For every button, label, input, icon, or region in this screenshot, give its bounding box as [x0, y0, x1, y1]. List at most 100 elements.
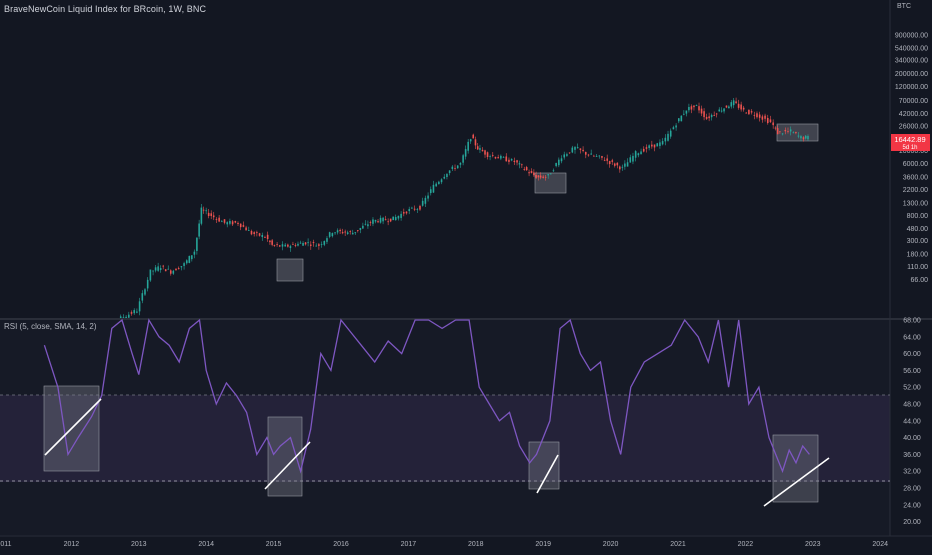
candle-body[interactable] — [685, 110, 688, 114]
candle-body[interactable] — [245, 227, 247, 231]
candle-body[interactable] — [446, 173, 448, 178]
rsi-2022-box[interactable] — [772, 434, 819, 503]
candle-body[interactable] — [568, 152, 571, 154]
candle-body[interactable] — [287, 244, 289, 247]
candle-body[interactable] — [611, 160, 614, 162]
candle-body[interactable] — [576, 147, 579, 149]
candle-body[interactable] — [416, 209, 419, 210]
candle-body[interactable] — [742, 107, 745, 110]
candle-body[interactable] — [619, 166, 621, 170]
candle-body[interactable] — [693, 105, 695, 108]
candle-body[interactable] — [351, 232, 354, 235]
candle-body[interactable] — [525, 167, 528, 171]
candle-body[interactable] — [389, 218, 392, 222]
candle-body[interactable] — [205, 210, 207, 212]
candle-body[interactable] — [653, 144, 656, 148]
candle-body[interactable] — [680, 115, 683, 122]
candle-body[interactable] — [269, 240, 271, 243]
candle-body[interactable] — [672, 127, 675, 130]
candle-body[interactable] — [149, 269, 152, 281]
candle-body[interactable] — [367, 224, 369, 227]
candle-body[interactable] — [533, 172, 535, 176]
candle-body[interactable] — [678, 118, 680, 122]
candle-body[interactable] — [640, 151, 642, 155]
candle-body[interactable] — [307, 242, 309, 244]
candle-body[interactable] — [328, 232, 331, 237]
candle-body[interactable] — [797, 135, 800, 137]
candle-body[interactable] — [769, 119, 772, 123]
candle-body[interactable] — [196, 237, 198, 251]
candle-body[interactable] — [472, 134, 475, 139]
candle-body[interactable] — [454, 168, 456, 169]
candle-body[interactable] — [710, 114, 713, 118]
candle-body[interactable] — [191, 255, 193, 260]
candle-body[interactable] — [528, 172, 530, 174]
candle-body[interactable] — [508, 159, 510, 162]
candle-body[interactable] — [608, 161, 611, 165]
candle-body[interactable] — [659, 142, 661, 146]
candle-body[interactable] — [344, 231, 346, 233]
candle-body[interactable] — [292, 243, 294, 245]
candle-body[interactable] — [606, 158, 608, 161]
candle-body[interactable] — [725, 105, 728, 108]
candle-body[interactable] — [632, 155, 634, 162]
candle-body[interactable] — [451, 166, 454, 169]
candle-body[interactable] — [566, 154, 568, 156]
candle-body[interactable] — [424, 197, 427, 204]
candle-body[interactable] — [377, 221, 379, 223]
candle-body[interactable] — [284, 244, 286, 247]
candle-body[interactable] — [624, 163, 626, 167]
candle-body[interactable] — [523, 169, 526, 170]
candle-body[interactable] — [128, 314, 130, 318]
candle-body[interactable] — [273, 245, 276, 246]
candle-body[interactable] — [175, 268, 177, 271]
candle-body[interactable] — [372, 219, 374, 224]
candle-body[interactable] — [443, 176, 446, 179]
candle-body[interactable] — [362, 225, 364, 229]
candle-body[interactable] — [510, 158, 513, 161]
candle-body[interactable] — [162, 265, 164, 267]
candle-body[interactable] — [661, 141, 664, 145]
candle-body[interactable] — [582, 149, 584, 152]
candle-body[interactable] — [579, 148, 582, 150]
candle-body[interactable] — [781, 133, 784, 135]
candle-body[interactable] — [544, 176, 547, 178]
candle-body[interactable] — [648, 145, 650, 149]
candle-body[interactable] — [516, 160, 518, 163]
candle-body[interactable] — [357, 230, 359, 231]
candle-body[interactable] — [125, 316, 127, 318]
candle-body[interactable] — [563, 154, 566, 158]
candle-body[interactable] — [776, 128, 779, 135]
candle-body[interactable] — [297, 243, 299, 246]
candle-body[interactable] — [169, 270, 172, 274]
candle-body[interactable] — [807, 136, 809, 140]
candle-body[interactable] — [271, 240, 273, 245]
candle-body[interactable] — [772, 122, 774, 126]
candle-body[interactable] — [800, 136, 802, 139]
candle-body[interactable] — [172, 270, 175, 274]
candle-body[interactable] — [397, 215, 400, 219]
candle-body[interactable] — [723, 108, 725, 112]
candle-body[interactable] — [484, 150, 486, 155]
candle-body[interactable] — [664, 137, 667, 142]
candle-body[interactable] — [382, 217, 384, 222]
candle-body[interactable] — [549, 173, 552, 175]
candle-body[interactable] — [226, 222, 229, 225]
candle-body[interactable] — [276, 244, 278, 245]
candle-body[interactable] — [703, 111, 705, 118]
candle-body[interactable] — [695, 105, 698, 106]
candle-body[interactable] — [341, 232, 344, 234]
candle-body[interactable] — [183, 263, 185, 266]
candle-body[interactable] — [613, 163, 616, 166]
candle-body[interactable] — [642, 148, 645, 152]
candle-body[interactable] — [250, 231, 253, 235]
candle-body[interactable] — [795, 132, 797, 134]
candle-body[interactable] — [688, 107, 690, 111]
candle-body[interactable] — [750, 111, 753, 113]
candle-body[interactable] — [705, 116, 708, 119]
candle-body[interactable] — [221, 221, 223, 223]
candle-body[interactable] — [180, 266, 183, 268]
candle-body[interactable] — [574, 147, 576, 150]
candle-body[interactable] — [494, 156, 497, 159]
